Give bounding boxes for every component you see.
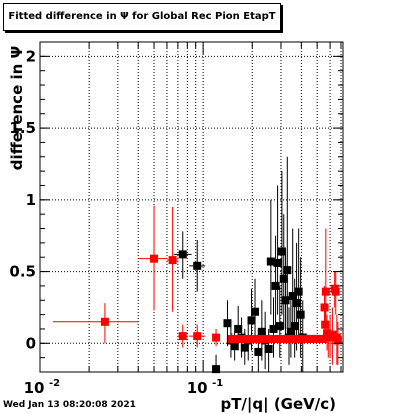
data-point-black <box>178 250 187 259</box>
data-point-red <box>227 335 236 343</box>
data-point-red <box>256 335 265 343</box>
data-point-black <box>266 257 275 266</box>
chart-title: Fitted difference in Ψ for Global Rec Pi… <box>8 11 276 22</box>
data-point-red <box>193 332 202 341</box>
plot-frame <box>39 41 344 373</box>
data-point-black <box>283 266 292 275</box>
data-point-red <box>331 287 340 296</box>
timestamp-footer: Wed Jan 13 08:20:08 2021 <box>3 400 136 410</box>
x-tick-exponent: -1 <box>212 378 223 389</box>
data-point-black <box>286 327 295 336</box>
x-tick-label: 10 <box>187 379 208 397</box>
data-point-black <box>212 365 221 374</box>
y-tick-label: 1 <box>26 191 36 209</box>
data-point-black <box>275 322 284 331</box>
data-point-black <box>281 296 290 305</box>
data-point-black <box>296 310 305 319</box>
data-point-black <box>223 319 232 328</box>
y-tick-label: 1.5 <box>9 119 36 137</box>
data-point-red <box>178 332 187 341</box>
data-point-red <box>321 287 330 296</box>
data-point-black <box>271 281 280 290</box>
data-point-red <box>234 335 243 343</box>
data-point-red <box>321 320 330 329</box>
data-point-black <box>279 274 288 283</box>
data-point-black <box>294 287 303 296</box>
data-point-black <box>234 324 243 333</box>
data-point-black <box>264 345 273 354</box>
data-point-black <box>251 307 260 316</box>
data-point-black <box>277 247 286 256</box>
data-point-black <box>247 316 256 325</box>
data-point-black <box>257 327 266 336</box>
x-tick-label: 10 <box>24 379 45 397</box>
data-point-red <box>318 335 327 343</box>
data-point-black <box>292 299 301 308</box>
y-tick-label: 0.5 <box>9 263 36 281</box>
data-point-black <box>269 324 278 333</box>
data-point-red <box>333 336 342 345</box>
data-point-black <box>240 343 249 352</box>
x-axis-label: pT/|q| (GeV/c) <box>220 395 336 414</box>
data-point-red <box>246 335 255 343</box>
data-point-red <box>265 335 274 343</box>
data-point-red <box>168 256 177 265</box>
data-points <box>52 156 342 374</box>
y-tick-label: 2 <box>26 47 36 65</box>
data-point-red <box>150 254 159 263</box>
data-point-red <box>261 335 270 343</box>
data-point-red <box>328 330 337 339</box>
y-tick-label: 0 <box>26 334 36 352</box>
x-tick-exponent: -2 <box>49 378 60 389</box>
data-point-red <box>100 317 109 326</box>
data-point-red <box>320 303 329 312</box>
data-point-black <box>230 342 239 351</box>
chart-title-box: Fitted difference in Ψ for Global Rec Pi… <box>3 3 281 31</box>
data-point-black <box>288 291 297 300</box>
data-point-red <box>240 335 249 343</box>
data-point-black <box>254 347 263 356</box>
data-point-black <box>193 261 202 270</box>
y-axis-label: difference in Ψ <box>8 46 26 171</box>
data-point-black <box>273 258 282 267</box>
axis-ticks: 0 0.5 1 1.5 2 10 -2 10 -1 <box>9 41 343 397</box>
data-point-red <box>212 333 221 342</box>
data-point-black <box>290 322 299 331</box>
data-point-red <box>251 335 260 343</box>
